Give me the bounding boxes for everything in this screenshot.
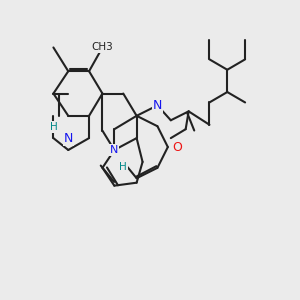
Text: N: N [64, 132, 73, 145]
Text: N: N [110, 145, 118, 155]
Text: CH3: CH3 [92, 43, 113, 52]
Text: H: H [119, 162, 127, 172]
Text: H: H [50, 122, 57, 132]
Text: O: O [172, 140, 182, 154]
Text: N: N [153, 99, 162, 112]
